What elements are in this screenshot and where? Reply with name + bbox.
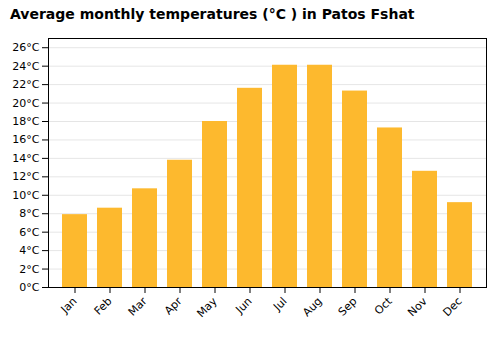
svg-text:Oct: Oct: [372, 294, 395, 317]
svg-text:Aug: Aug: [300, 295, 324, 319]
svg-text:18°C: 18°C: [12, 115, 39, 128]
svg-text:Apr: Apr: [162, 294, 185, 317]
html-text:Average monthly temperatures (: Average monthly temperatures (°C ) in Pa…: [10, 6, 415, 22]
svg-text:Jun: Jun: [233, 295, 255, 317]
svg-text:4°C: 4°C: [19, 244, 39, 257]
svg-text:20°C: 20°C: [12, 97, 39, 110]
svg-text:26°C: 26°C: [12, 41, 39, 54]
svg-text:12°C: 12°C: [12, 170, 39, 183]
svg-text:8°C: 8°C: [19, 207, 39, 220]
svg-text:Sep: Sep: [336, 295, 360, 319]
svg-text:Nov: Nov: [405, 294, 430, 319]
svg-text:0°C: 0°C: [19, 281, 39, 294]
svg-text:2°C: 2°C: [19, 263, 39, 276]
svg-text:May: May: [194, 294, 220, 320]
svg-text:14°C: 14°C: [12, 152, 39, 165]
svg-text:Jul: Jul: [270, 295, 289, 314]
svg-text:10°C: 10°C: [12, 189, 39, 202]
svg-text:22°C: 22°C: [12, 78, 39, 91]
svg-text:6°C: 6°C: [19, 226, 39, 239]
svg-text:Jan: Jan: [58, 295, 80, 317]
svg-text:Dec: Dec: [440, 295, 464, 319]
svg-text:Mar: Mar: [126, 294, 150, 318]
svg-text:Feb: Feb: [92, 295, 115, 318]
svg-text:24°C: 24°C: [12, 60, 39, 73]
svg-text:16°C: 16°C: [12, 133, 39, 146]
